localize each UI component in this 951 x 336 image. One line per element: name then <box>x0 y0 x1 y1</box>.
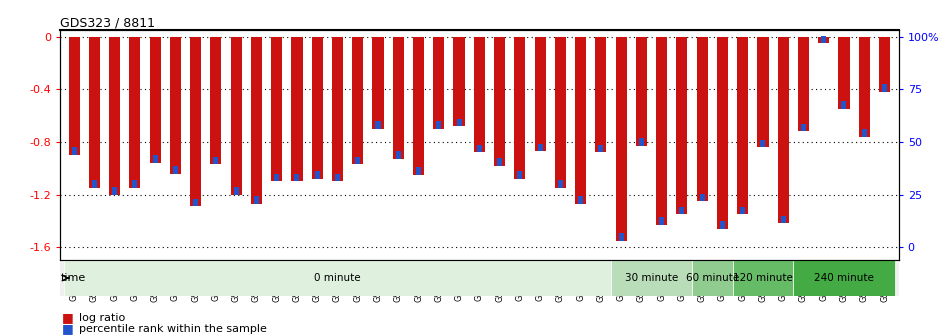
Bar <box>732 260 793 296</box>
Bar <box>152 155 158 163</box>
Bar <box>416 167 421 175</box>
Bar <box>659 217 664 225</box>
Bar <box>393 37 404 159</box>
Bar <box>656 37 668 225</box>
Bar <box>312 37 322 179</box>
Bar <box>335 174 340 181</box>
Bar <box>778 37 788 223</box>
Bar <box>618 233 624 241</box>
Bar <box>534 37 546 151</box>
Bar <box>842 101 846 109</box>
Bar <box>456 119 461 126</box>
Text: time: time <box>61 273 87 283</box>
Bar <box>71 148 77 155</box>
Bar <box>132 180 137 188</box>
Bar <box>798 37 809 131</box>
Bar <box>454 37 465 126</box>
Bar <box>839 37 849 109</box>
Bar <box>720 221 725 229</box>
Bar <box>476 145 482 153</box>
Bar <box>636 37 647 146</box>
Bar <box>112 187 117 195</box>
Text: 120 minute: 120 minute <box>733 273 793 283</box>
Bar <box>376 121 380 129</box>
Bar <box>352 37 363 164</box>
Bar <box>639 138 644 146</box>
Bar <box>615 37 627 241</box>
Bar <box>761 140 766 147</box>
Bar <box>92 180 97 188</box>
Bar <box>717 37 728 229</box>
Bar <box>740 207 746 214</box>
Bar <box>859 37 870 137</box>
Bar <box>68 37 80 155</box>
Bar <box>822 36 826 43</box>
Text: GDS323 / 8811: GDS323 / 8811 <box>60 16 155 29</box>
Bar <box>679 207 685 214</box>
Bar <box>149 37 161 163</box>
Bar <box>434 37 444 129</box>
Bar <box>190 37 202 206</box>
Text: 60 minute: 60 minute <box>686 273 739 283</box>
Bar <box>757 37 768 147</box>
Bar <box>251 37 262 204</box>
Bar <box>676 37 688 214</box>
Bar <box>862 129 866 137</box>
Bar <box>514 37 525 179</box>
Text: log ratio: log ratio <box>79 312 126 323</box>
Bar <box>494 37 505 166</box>
Bar <box>291 37 302 181</box>
Bar <box>474 37 485 153</box>
Text: ■: ■ <box>62 311 73 324</box>
Bar <box>578 196 583 204</box>
Bar <box>558 180 563 188</box>
Bar <box>801 124 806 131</box>
Text: 30 minute: 30 minute <box>625 273 678 283</box>
Bar <box>793 260 895 296</box>
Bar <box>271 37 282 181</box>
Bar <box>315 171 320 179</box>
Bar <box>517 171 522 179</box>
Bar <box>173 166 178 173</box>
Bar <box>373 37 383 129</box>
Bar <box>109 37 120 195</box>
Bar <box>595 37 607 153</box>
Bar <box>598 145 603 153</box>
Bar <box>295 174 300 181</box>
Bar <box>88 37 100 188</box>
Bar <box>210 37 222 164</box>
Bar <box>737 37 748 214</box>
Text: 0 minute: 0 minute <box>314 273 360 283</box>
Bar <box>356 157 360 164</box>
Bar <box>254 196 259 204</box>
Bar <box>879 37 890 92</box>
Bar <box>396 152 400 159</box>
Bar <box>497 158 502 166</box>
Bar <box>554 37 566 188</box>
Bar <box>274 174 280 181</box>
Bar <box>129 37 141 188</box>
Bar <box>332 37 343 181</box>
Text: percentile rank within the sample: percentile rank within the sample <box>79 324 267 334</box>
Bar <box>437 121 441 129</box>
Bar <box>781 216 786 223</box>
Bar <box>64 260 611 296</box>
Bar <box>230 37 242 195</box>
Bar <box>700 194 705 201</box>
Bar <box>692 260 732 296</box>
Bar <box>170 37 181 173</box>
Bar <box>193 199 198 206</box>
Bar <box>696 37 708 201</box>
Bar <box>234 187 239 195</box>
Bar <box>537 143 543 151</box>
Bar <box>413 37 424 175</box>
Text: 240 minute: 240 minute <box>814 273 874 283</box>
Bar <box>818 37 829 43</box>
Bar <box>213 157 219 164</box>
Text: ■: ■ <box>62 322 73 335</box>
Bar <box>575 37 586 204</box>
Bar <box>611 260 692 296</box>
Bar <box>882 84 887 92</box>
